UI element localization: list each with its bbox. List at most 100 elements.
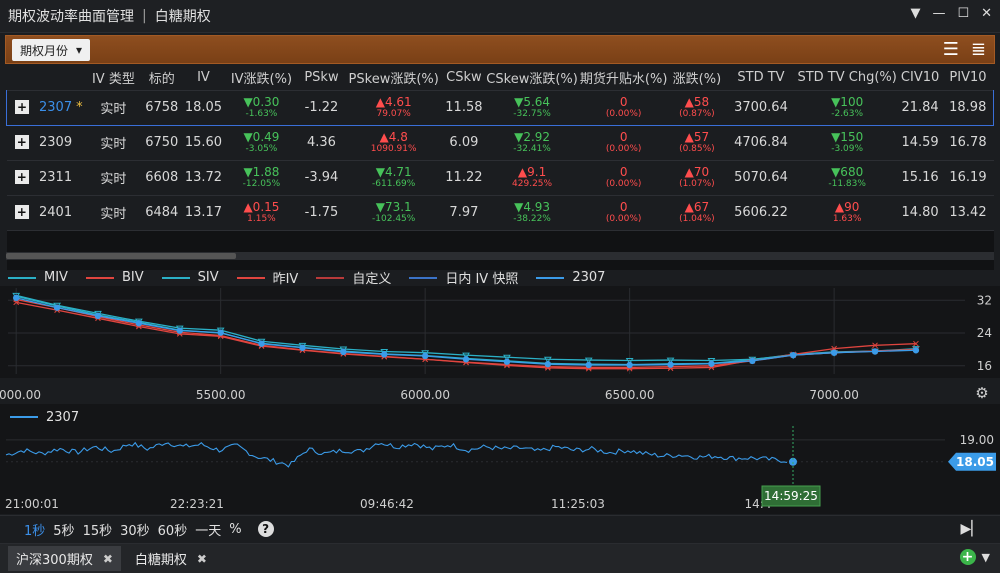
data-point bbox=[462, 352, 470, 360]
legend-label: BIV bbox=[121, 270, 144, 285]
month-select[interactable]: 期权月份 ▾ bbox=[12, 39, 91, 61]
maximize-icon[interactable]: ☐ bbox=[957, 6, 970, 21]
std-tv-change-cell-value: ▼100 -2.63% bbox=[799, 96, 896, 120]
tab-label: 沪深300期权 bbox=[16, 553, 93, 568]
list-menu-icon[interactable]: ☰ bbox=[942, 39, 959, 60]
legend-item[interactable]: 日内 IV 快照 bbox=[409, 268, 518, 287]
pskew-change-cell: ▲4.61 79.07% bbox=[344, 89, 443, 126]
legend-item[interactable]: SIV bbox=[161, 268, 219, 287]
std-tv-change-cell-amount: ▼100 bbox=[831, 94, 864, 109]
interval-button[interactable]: 1秒 bbox=[24, 523, 46, 539]
tab[interactable]: 沪深300期权 ✖ bbox=[8, 546, 121, 571]
basis-cell: 0 (0.00%) bbox=[578, 89, 669, 126]
price-change-cell-percent: (0.87%) bbox=[679, 108, 715, 119]
column-header[interactable] bbox=[37, 66, 85, 90]
expand-icon[interactable]: + bbox=[15, 100, 29, 114]
column-header[interactable]: PSkw bbox=[304, 70, 339, 86]
legend-item[interactable]: 2307 bbox=[536, 268, 605, 287]
pskew-change-cell-percent: 1090.91% bbox=[370, 143, 417, 154]
menu-dropdown-icon[interactable]: ▼ bbox=[910, 6, 921, 21]
close-icon[interactable]: ✖ bbox=[102, 551, 113, 566]
column-header[interactable]: CIV10 bbox=[900, 70, 940, 86]
horizontal-scrollbar[interactable] bbox=[6, 252, 994, 260]
interval-button[interactable]: 15秒 bbox=[82, 523, 113, 539]
civ10-cell: 15.16 bbox=[897, 159, 943, 195]
underlying-cell: 6758 bbox=[141, 89, 183, 126]
column-header[interactable]: STD TV Chg(%) bbox=[797, 70, 897, 86]
table-empty-area bbox=[6, 229, 994, 270]
pskew-change-cell-value: ▼4.71 -611.69% bbox=[347, 166, 441, 190]
std-tv-cell: 5070.64 bbox=[725, 159, 797, 195]
column-header[interactable] bbox=[7, 66, 38, 90]
data-point bbox=[790, 351, 797, 359]
table-row[interactable]: +2309 实时 6750 15.60 ▼0.49 -3.05% 4.36 ▲4.8 1090.… bbox=[6, 124, 994, 160]
price-change-cell-amount: ▲70 bbox=[684, 164, 710, 179]
expand-icon[interactable]: + bbox=[14, 135, 29, 149]
cskew-change-cell-percent: -32.41% bbox=[513, 143, 551, 154]
cskew-change-cell-amount: ▼2.92 bbox=[514, 129, 551, 144]
tab[interactable]: 白糖期权 ✖ bbox=[127, 546, 215, 571]
scrollbar-thumb[interactable] bbox=[6, 253, 236, 259]
cskew-change-cell-value: ▼2.92 -32.41% bbox=[487, 131, 577, 155]
help-icon[interactable]: ? bbox=[257, 521, 274, 537]
cskew-change-cell: ▼2.92 -32.41% bbox=[485, 124, 579, 160]
legend-swatch bbox=[316, 276, 345, 279]
intraday-iv-line bbox=[5, 441, 788, 468]
close-icon[interactable]: ✕ bbox=[981, 6, 992, 21]
column-header[interactable]: 涨跌(%) bbox=[672, 72, 722, 88]
interval-button[interactable]: 30秒 bbox=[120, 523, 150, 539]
x-tick-label: 5000.00 bbox=[0, 388, 41, 402]
iv-change-cell-amount: ▼1.88 bbox=[243, 164, 280, 179]
column-header[interactable]: IV涨跌(%) bbox=[230, 72, 293, 88]
civ10-cell: 14.80 bbox=[897, 194, 943, 230]
interval-button[interactable]: 一天 bbox=[195, 523, 222, 539]
std-tv-change-cell-amount: ▼150 bbox=[831, 129, 864, 144]
iv-change-cell: ▼1.88 -12.05% bbox=[224, 159, 299, 195]
current-value-dot bbox=[789, 457, 797, 466]
tab-label: 白糖期权 bbox=[134, 553, 187, 568]
legend-swatch bbox=[409, 276, 438, 279]
interval-button[interactable]: % bbox=[229, 521, 242, 537]
data-point bbox=[749, 357, 756, 365]
column-header[interactable]: CSkw bbox=[446, 70, 482, 86]
pskew-change-cell: ▼73.1 -102.45% bbox=[344, 194, 443, 230]
table-row[interactable]: +2307 * 实时 6758 18.05 ▼0.30 -1.63% -1.22 ▲4.61 79… bbox=[6, 89, 995, 126]
column-settings-icon[interactable]: ≣ bbox=[970, 39, 986, 60]
legend-item[interactable]: BIV bbox=[85, 268, 144, 287]
close-icon[interactable]: ✖ bbox=[196, 551, 207, 566]
data-point bbox=[12, 294, 20, 302]
iv-change-cell-value: ▼0.30 -1.63% bbox=[227, 96, 296, 120]
interval-button[interactable]: 60秒 bbox=[157, 523, 188, 539]
column-header[interactable]: IV 类型 bbox=[91, 72, 135, 88]
expand-icon[interactable]: + bbox=[14, 205, 29, 219]
basis-cell: 0 (0.00%) bbox=[578, 124, 669, 160]
column-header[interactable]: PIV10 bbox=[949, 70, 987, 86]
play-icon[interactable]: ▶▏ bbox=[960, 521, 982, 537]
last-value-label: 18.05 bbox=[956, 455, 994, 469]
column-header[interactable]: CSkew涨跌(%) bbox=[486, 72, 578, 88]
table-row[interactable]: +2401 实时 6484 13.17 ▲0.15 1.15% -1.75 ▼73.1 -102… bbox=[6, 194, 994, 230]
chart-settings-icon[interactable]: ⚙ bbox=[975, 384, 988, 402]
cskw-cell: 6.09 bbox=[442, 124, 486, 160]
y-tick-label: 16 bbox=[977, 359, 992, 373]
iv-cell: 18.05 bbox=[182, 89, 225, 126]
column-header[interactable]: PSkew涨跌(%) bbox=[348, 72, 439, 88]
data-point bbox=[462, 356, 470, 363]
legend-item[interactable]: 昨IV bbox=[236, 268, 298, 287]
legend-item[interactable]: 自定义 bbox=[316, 268, 391, 287]
x-tick-label: 6000.00 bbox=[400, 388, 450, 402]
expand-icon[interactable]: + bbox=[14, 170, 29, 184]
legend-swatch bbox=[161, 276, 190, 279]
column-header[interactable]: 期货升贴水(%) bbox=[579, 72, 668, 88]
column-header[interactable]: IV bbox=[197, 70, 210, 86]
legend-item[interactable]: MIV bbox=[8, 268, 68, 287]
std-tv-change-cell-amount: ▲90 bbox=[834, 199, 860, 214]
interval-button[interactable]: 5秒 bbox=[53, 523, 75, 539]
table-row[interactable]: +2311 实时 6608 13.72 ▼1.88 -12.05% -3.94 ▼4.71 -6… bbox=[6, 159, 994, 195]
column-header[interactable]: 标的 bbox=[148, 72, 175, 88]
column-header[interactable]: STD TV bbox=[737, 70, 785, 86]
add-tab-button[interactable]: + ▼ bbox=[959, 549, 990, 565]
minimize-icon[interactable]: — bbox=[932, 6, 946, 21]
data-point bbox=[544, 360, 552, 368]
std-tv-change-cell-amount: ▼680 bbox=[831, 164, 864, 179]
